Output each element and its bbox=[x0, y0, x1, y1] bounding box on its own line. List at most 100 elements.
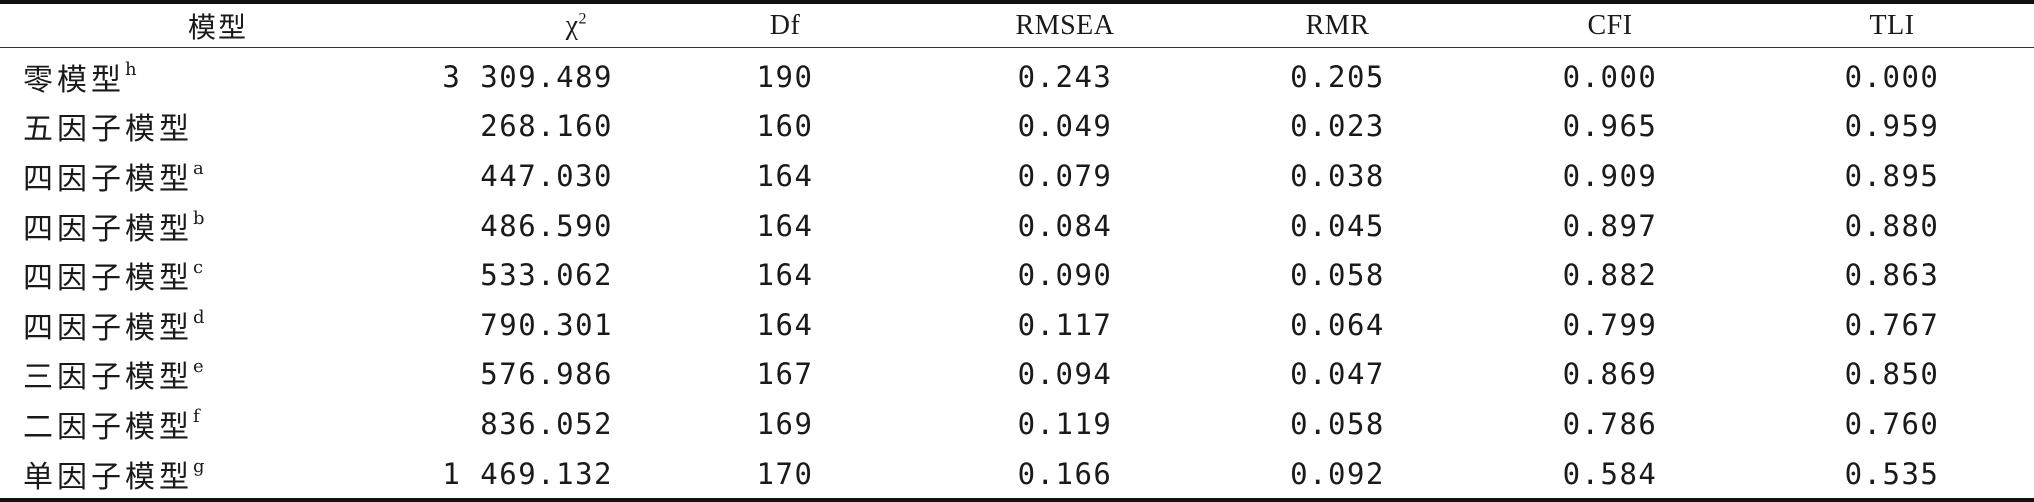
model-note-superscript: e bbox=[193, 356, 204, 378]
cell-cfi: 0.897 bbox=[1562, 208, 1658, 243]
cell-cfi: 0.965 bbox=[1562, 109, 1658, 144]
cell-rmr: 0.064 bbox=[1290, 307, 1385, 342]
cell-model: 四因子模型b bbox=[0, 201, 420, 251]
table-row: 二因子模型f 836.052 169 0.119 0.058 0.786 0.760 bbox=[0, 399, 2034, 449]
header-row: 模型 χ2 Df RMSEA RMR CFI TLI bbox=[0, 2, 2034, 48]
cell-cfi: 0.584 bbox=[1562, 456, 1658, 491]
cell-cfi: 0.909 bbox=[1562, 158, 1658, 193]
model-name: 单因子模型 bbox=[23, 459, 193, 495]
cell-rmr: 0.058 bbox=[1290, 406, 1385, 441]
table-row: 零模型h 3 309.489 190 0.243 0.205 0.000 0.000 bbox=[0, 48, 2034, 102]
header-rmr: RMR bbox=[1205, 2, 1470, 48]
cell-rmsea: 0.119 bbox=[1017, 406, 1113, 441]
table-row: 四因子模型b 486.590 164 0.084 0.045 0.897 0.880 bbox=[0, 201, 2034, 251]
cell-rmsea: 0.243 bbox=[1017, 59, 1113, 94]
cell-rmsea: 0.117 bbox=[1017, 307, 1113, 342]
table-row: 单因子模型g 1 469.132 170 0.166 0.092 0.584 0.535 bbox=[0, 449, 2034, 501]
cell-model: 四因子模型d bbox=[0, 300, 420, 350]
cell-cfi: 0.000 bbox=[1562, 59, 1658, 94]
cell-tli: 0.535 bbox=[1844, 456, 1940, 491]
model-name: 二因子模型 bbox=[23, 409, 193, 445]
header-chi-symbol: χ bbox=[565, 9, 579, 41]
model-note-superscript: g bbox=[193, 455, 205, 477]
cell-rmsea: 0.090 bbox=[1017, 258, 1113, 293]
cell-df: 190 bbox=[756, 59, 814, 94]
cell-rmsea: 0.094 bbox=[1017, 357, 1113, 392]
cell-tli: 0.959 bbox=[1844, 109, 1940, 144]
cell-df: 164 bbox=[756, 307, 814, 342]
table-row: 四因子模型c 533.062 164 0.090 0.058 0.882 0.863 bbox=[0, 250, 2034, 300]
table-row: 四因子模型d 790.301 164 0.117 0.064 0.799 0.767 bbox=[0, 300, 2034, 350]
header-tli: TLI bbox=[1750, 2, 2034, 48]
model-name: 四因子模型 bbox=[23, 310, 193, 346]
cell-cfi: 0.882 bbox=[1562, 258, 1658, 293]
cell-chi-square: 533.062 bbox=[480, 258, 613, 293]
cell-df: 167 bbox=[756, 357, 814, 392]
cell-df: 169 bbox=[756, 406, 814, 441]
cell-chi-square: 486.590 bbox=[480, 208, 613, 243]
cell-df: 164 bbox=[756, 208, 814, 243]
cell-df: 170 bbox=[756, 456, 814, 491]
cell-rmsea: 0.084 bbox=[1017, 208, 1113, 243]
model-name: 五因子模型 bbox=[23, 112, 193, 148]
cell-chi-square: 1 469.132 bbox=[442, 456, 613, 491]
cell-cfi: 0.869 bbox=[1562, 357, 1658, 392]
cell-chi-square: 790.301 bbox=[480, 307, 613, 342]
cell-model: 四因子模型a bbox=[0, 151, 420, 201]
cell-tli: 0.850 bbox=[1844, 357, 1940, 392]
cell-rmr: 0.205 bbox=[1290, 59, 1385, 94]
cell-tli: 0.000 bbox=[1844, 59, 1940, 94]
cell-cfi: 0.786 bbox=[1562, 406, 1658, 441]
cell-model: 五因子模型 bbox=[0, 102, 420, 152]
cell-model: 二因子模型f bbox=[0, 399, 420, 449]
model-name: 四因子模型 bbox=[23, 161, 193, 197]
header-chi-superscript: 2 bbox=[578, 10, 587, 28]
cell-model: 零模型h bbox=[0, 48, 420, 102]
cell-chi-square: 3 309.489 bbox=[442, 59, 613, 94]
cell-model: 单因子模型g bbox=[0, 449, 420, 501]
cell-rmsea: 0.049 bbox=[1017, 109, 1113, 144]
cell-rmsea: 0.079 bbox=[1017, 158, 1113, 193]
table-row: 五因子模型 268.160 160 0.049 0.023 0.965 0.959 bbox=[0, 102, 2034, 152]
cell-chi-square: 268.160 bbox=[480, 109, 613, 144]
model-name: 零模型 bbox=[23, 62, 125, 98]
cell-rmr: 0.045 bbox=[1290, 208, 1385, 243]
header-cfi: CFI bbox=[1470, 2, 1750, 48]
cell-rmr: 0.038 bbox=[1290, 158, 1385, 193]
model-note-superscript: c bbox=[193, 257, 204, 279]
cell-chi-square: 447.030 bbox=[480, 158, 613, 193]
header-chi-square: χ2 bbox=[420, 2, 645, 48]
header-df: Df bbox=[645, 2, 925, 48]
table-body: 零模型h 3 309.489 190 0.243 0.205 0.000 0.000 五因子模… bbox=[0, 48, 2034, 501]
table-row: 三因子模型e 576.986 167 0.094 0.047 0.869 0.850 bbox=[0, 350, 2034, 400]
header-rmsea: RMSEA bbox=[925, 2, 1205, 48]
table-header: 模型 χ2 Df RMSEA RMR CFI TLI bbox=[0, 2, 2034, 48]
cell-cfi: 0.799 bbox=[1562, 307, 1658, 342]
cell-tli: 0.863 bbox=[1844, 258, 1940, 293]
cell-tli: 0.880 bbox=[1844, 208, 1940, 243]
cell-tli: 0.895 bbox=[1844, 158, 1940, 193]
header-model: 模型 bbox=[0, 2, 420, 48]
cell-rmr: 0.092 bbox=[1290, 456, 1385, 491]
model-note-superscript: a bbox=[193, 157, 204, 179]
cell-rmsea: 0.166 bbox=[1017, 456, 1113, 491]
cell-chi-square: 576.986 bbox=[480, 357, 613, 392]
cell-model: 四因子模型c bbox=[0, 250, 420, 300]
cell-tli: 0.767 bbox=[1844, 307, 1940, 342]
cell-rmr: 0.047 bbox=[1290, 357, 1385, 392]
cell-chi-square: 836.052 bbox=[480, 406, 613, 441]
model-name: 三因子模型 bbox=[23, 360, 193, 396]
cell-tli: 0.760 bbox=[1844, 406, 1940, 441]
model-name: 四因子模型 bbox=[23, 261, 193, 297]
cell-df: 164 bbox=[756, 258, 814, 293]
model-note-superscript: b bbox=[193, 207, 205, 229]
model-note-superscript: f bbox=[193, 405, 200, 427]
model-note-superscript: h bbox=[125, 58, 137, 80]
cell-df: 164 bbox=[756, 158, 814, 193]
cell-df: 160 bbox=[756, 109, 814, 144]
cell-rmr: 0.058 bbox=[1290, 258, 1385, 293]
model-note-superscript: d bbox=[193, 306, 205, 328]
model-name: 四因子模型 bbox=[23, 211, 193, 247]
